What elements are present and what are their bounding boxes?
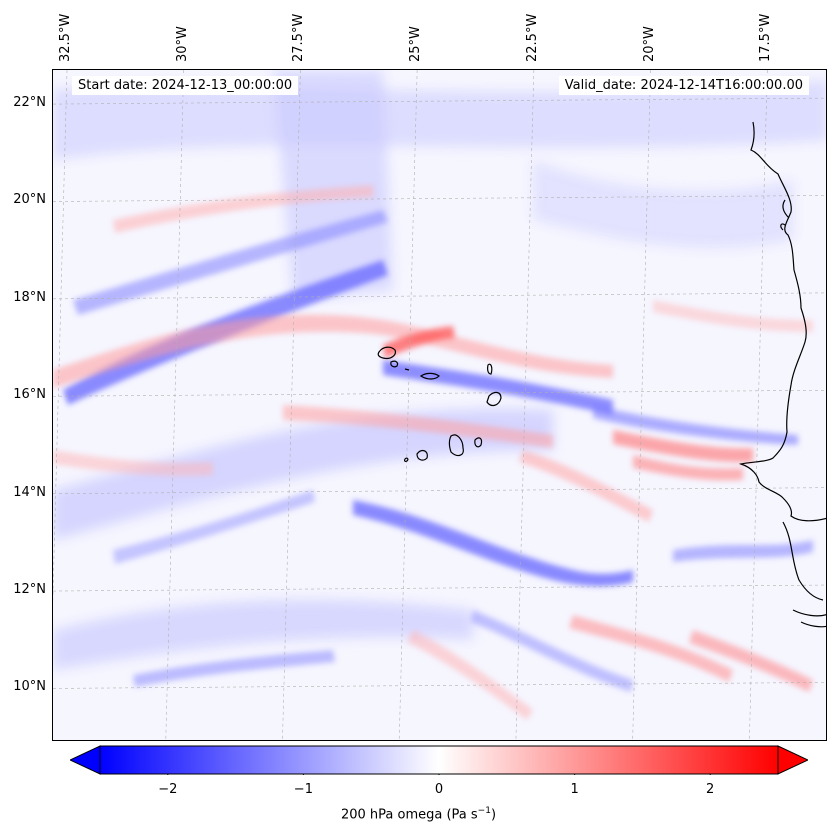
coast-detail-north — [780, 199, 790, 231]
island-sal — [487, 363, 493, 375]
latitude-label: 10°N — [13, 679, 46, 695]
longitude-label: 20°W — [641, 26, 657, 62]
colorbar-gradient — [99, 745, 779, 775]
meridian-line — [165, 70, 185, 740]
omega-bands — [53, 70, 826, 720]
island-maio — [474, 437, 483, 448]
island-boa-vista — [486, 391, 502, 407]
colorbar-tick-label: −2 — [158, 782, 178, 797]
cape-verde-islands — [377, 346, 502, 462]
coast-detail-south — [782, 521, 826, 628]
colorbar-extend-max — [777, 745, 808, 775]
meridian-line — [749, 70, 768, 740]
island-sao-nicolau — [419, 372, 440, 380]
island-santo-antao — [377, 346, 396, 360]
map-panel — [52, 69, 827, 741]
longitude-label: 17.5°W — [758, 13, 774, 62]
graticule — [53, 70, 826, 740]
omega-field-map — [53, 70, 826, 740]
start-date-label: Start date: 2024-12-13_00:00:00 — [72, 76, 299, 95]
africa-coastline — [738, 121, 826, 522]
island-santa-luzia — [404, 368, 410, 371]
latitude-label: 16°N — [13, 387, 46, 403]
colorbar-extend-min — [70, 745, 101, 775]
meridian-line — [632, 70, 651, 740]
island-fogo — [416, 449, 428, 461]
meridian-line — [53, 70, 68, 605]
valid-date-label: Valid_date: 2024-12-14T16:00:00.00 — [558, 76, 809, 95]
island-santiago — [448, 434, 464, 457]
longitude-label: 22.5°W — [524, 13, 540, 62]
coastlines — [738, 121, 826, 628]
latitude-label: 12°N — [13, 582, 46, 598]
longitude-label: 32.5°W — [58, 13, 73, 62]
colorbar-tick-label: −1 — [293, 782, 313, 797]
meridian-line — [282, 70, 301, 740]
colorbar — [70, 745, 808, 775]
longitude-label: 27.5°W — [291, 13, 307, 62]
latitude-label: 14°N — [13, 484, 46, 500]
island-brava — [404, 457, 409, 462]
colorbar-tick-label: 0 — [434, 782, 444, 797]
latitude-label: 20°N — [13, 192, 46, 208]
colorbar-label: 200 hPa omega (Pa s−1) — [340, 806, 497, 823]
meridian-line — [398, 70, 418, 740]
colorbar-tick-label: 1 — [570, 782, 579, 797]
latitude-label: 18°N — [13, 289, 46, 305]
latitude-label: 22°N — [13, 95, 46, 111]
longitude-label: 25°W — [408, 26, 424, 62]
colorbar-tick-label: 2 — [706, 782, 715, 797]
colorbar-ticks — [167, 774, 711, 775]
meridian-line — [515, 70, 535, 740]
longitude-label: 30°W — [174, 26, 190, 62]
island-sao-vicente — [390, 360, 399, 368]
